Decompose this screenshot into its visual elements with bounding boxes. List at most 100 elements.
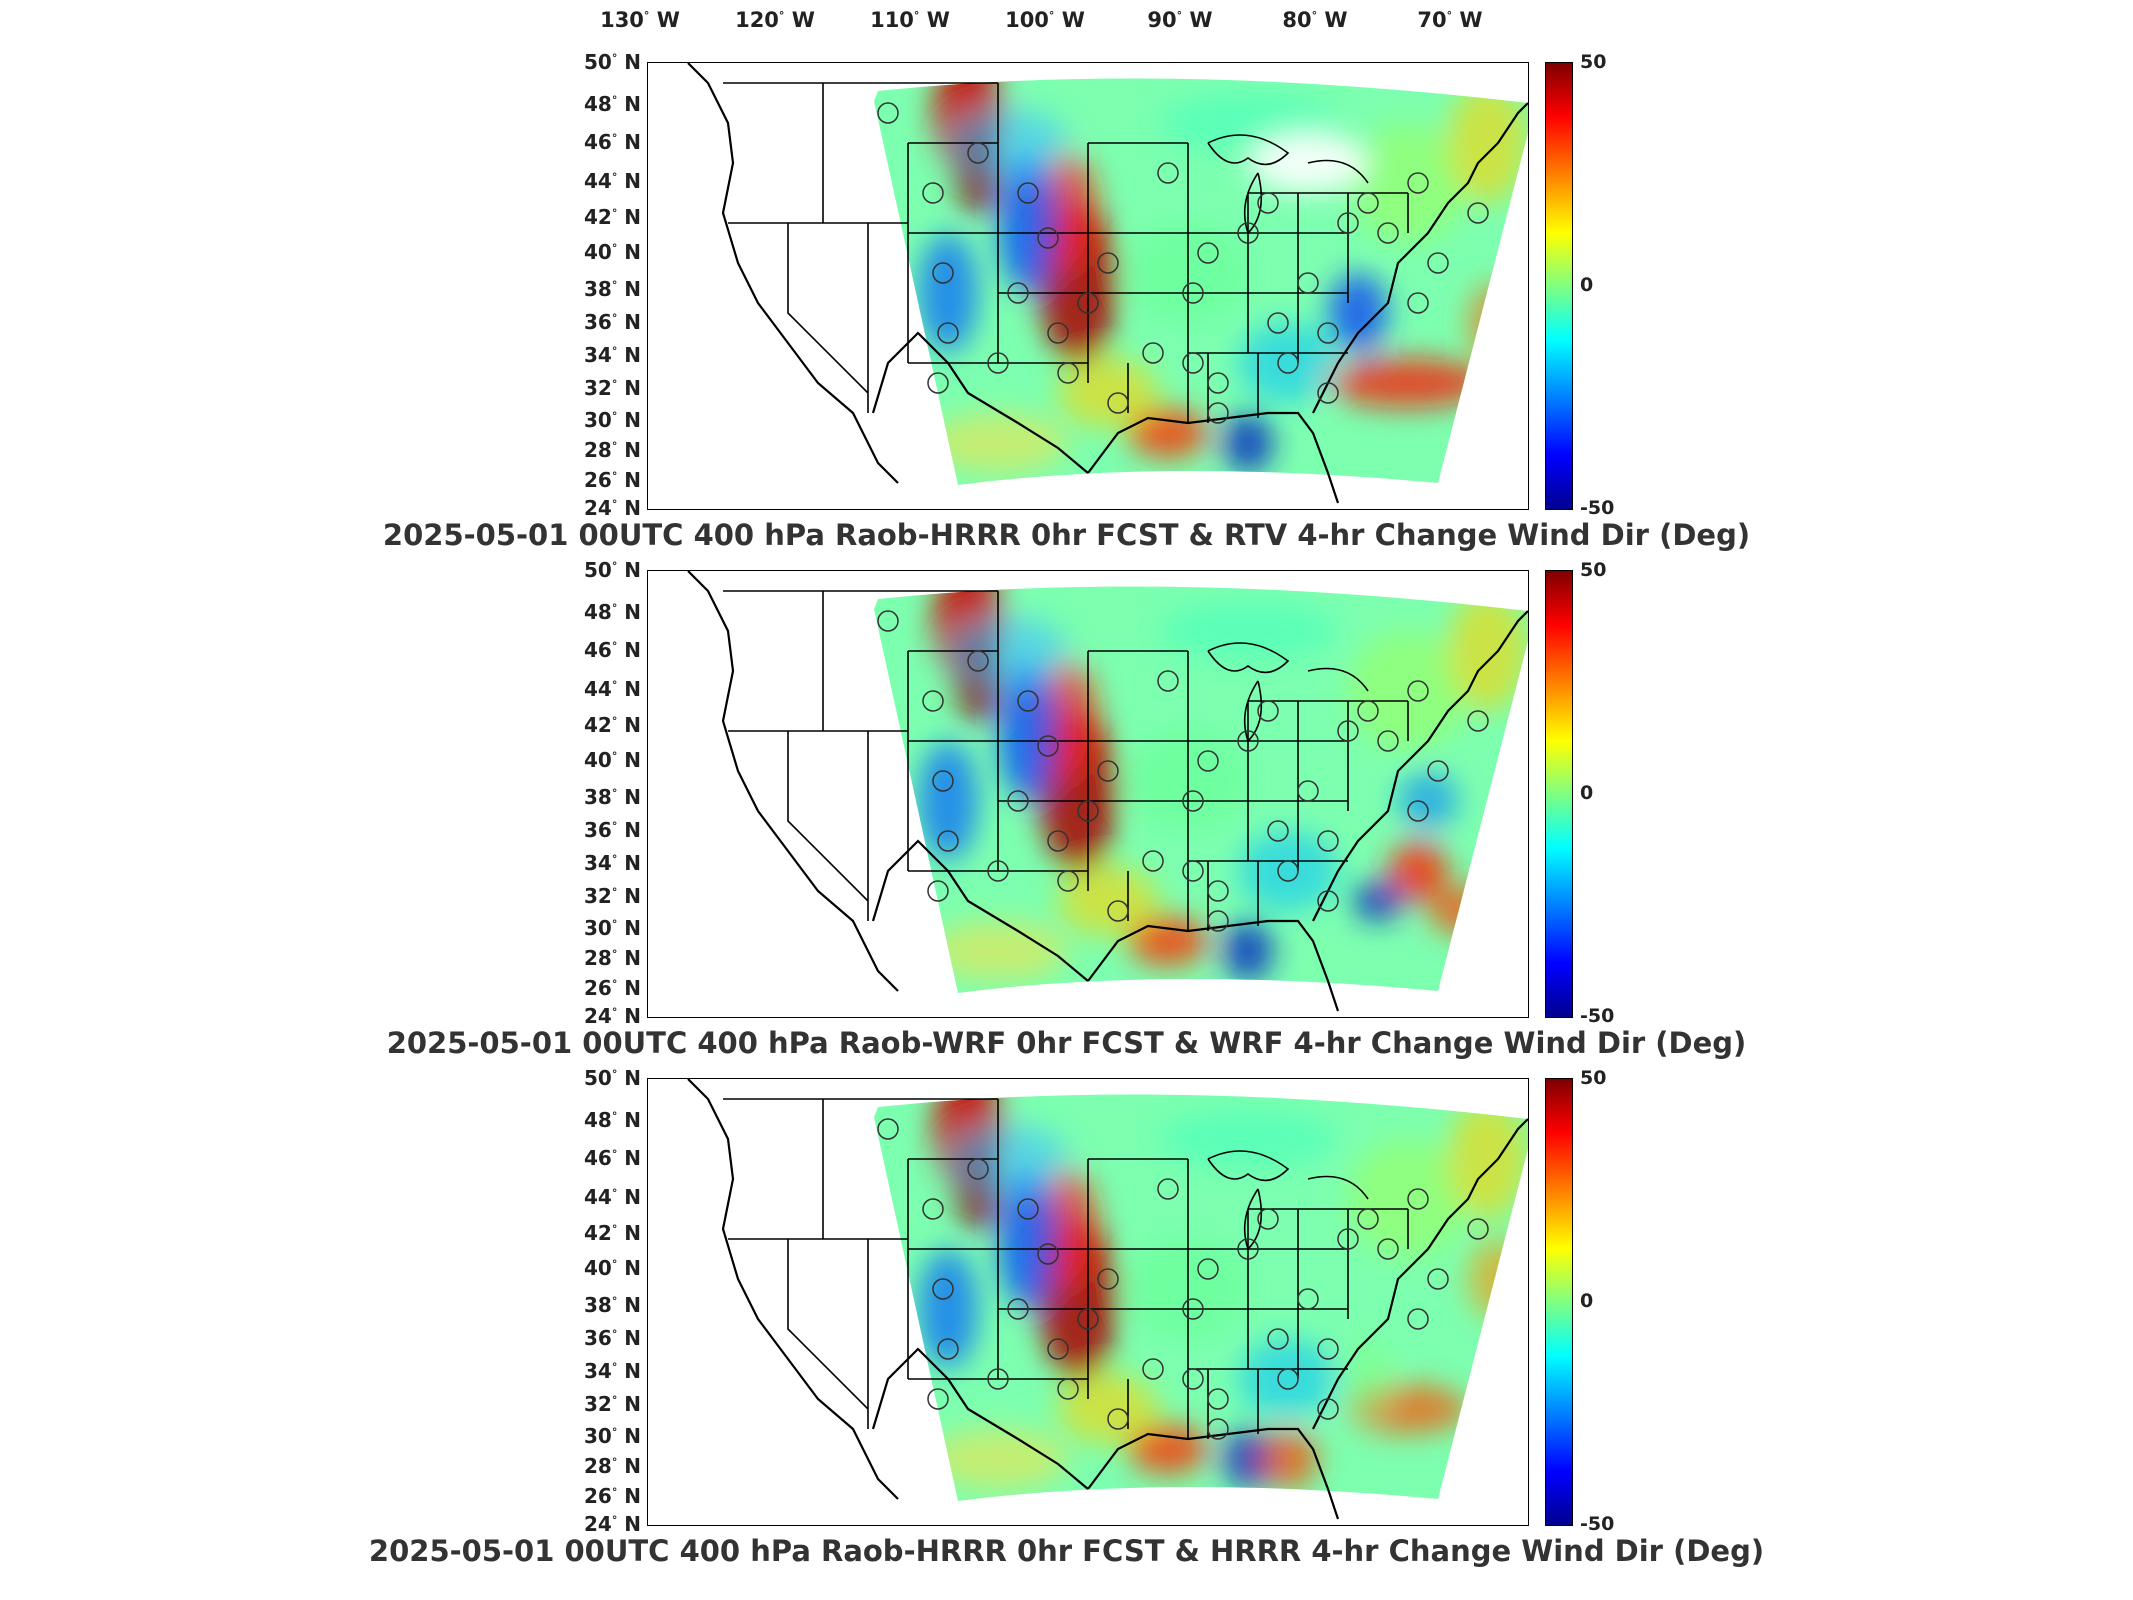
map-panel-1: 50° N 48° N 46° N 44° N 42° N 40° N 38° N 36° N… — [0, 50, 2133, 565]
raob-station-marker — [1097, 252, 1119, 274]
raob-station-marker — [1077, 292, 1099, 314]
raob-station-marker — [1157, 1178, 1179, 1200]
latitude-label: 34° N — [584, 851, 642, 875]
raob-station-marker — [1257, 1208, 1279, 1230]
raob-station-marker — [1297, 272, 1319, 294]
raob-station-marker — [1142, 1358, 1164, 1380]
raob-station-marker — [1237, 222, 1259, 244]
raob-station-marker — [1207, 402, 1229, 424]
latitude-label: 26° N — [584, 1484, 642, 1508]
raob-station-marker — [1317, 1338, 1339, 1360]
raob-station-marker — [1157, 162, 1179, 184]
raob-station-marker — [967, 142, 989, 164]
raob-station-marker — [1277, 1368, 1299, 1390]
raob-station-marker — [1077, 1308, 1099, 1330]
latitude-label: 40° N — [584, 748, 642, 772]
panel-title: 2025-05-01 00UTC 400 hPa Raob-HRRR 0hr F… — [382, 518, 1751, 552]
latitude-label: 28° N — [584, 946, 642, 970]
map-frame — [647, 62, 1529, 510]
raob-station-marker — [1337, 212, 1359, 234]
raob-station-marker — [877, 102, 899, 124]
raob-station-marker — [1197, 750, 1219, 772]
raob-station-marker — [877, 610, 899, 632]
colorbar-max-label: 50 — [1580, 1067, 1607, 1089]
raob-station-marker — [1007, 282, 1029, 304]
longitude-axis-labels: 130° W 120° W 110° W 100° W 90° W 80° W 70° W — [0, 0, 2133, 40]
raob-station-marker — [1317, 322, 1339, 344]
raob-station-marker — [1107, 1408, 1129, 1430]
raob-station-marker — [1207, 372, 1229, 394]
raob-station-marker — [967, 1158, 989, 1180]
raob-station-marker — [932, 770, 954, 792]
raob-station-marker — [987, 352, 1009, 374]
raob-station-marker — [1407, 680, 1429, 702]
latitude-label: 44° N — [584, 1185, 642, 1209]
latitude-label: 28° N — [584, 438, 642, 462]
raob-station-marker — [1207, 880, 1229, 902]
raob-station-marker — [937, 322, 959, 344]
colorbar-min-label: -50 — [1580, 1513, 1615, 1535]
raob-station-marker — [922, 1198, 944, 1220]
raob-station-marker — [1257, 700, 1279, 722]
state-borders — [723, 1098, 1409, 1439]
latitude-label: 38° N — [584, 277, 642, 301]
latitude-label: 48° N — [584, 600, 642, 624]
raob-station-marker — [1097, 760, 1119, 782]
latitude-label: 42° N — [584, 1221, 642, 1245]
colorbar-mid-label: 0 — [1580, 274, 1594, 296]
latitude-label: 34° N — [584, 343, 642, 367]
longitude-label: 70° W — [1417, 8, 1483, 32]
raob-station-marker — [1377, 222, 1399, 244]
panel-title: 2025-05-01 00UTC 400 hPa Raob-WRF 0hr FC… — [386, 1026, 1747, 1060]
raob-station-marker — [1077, 800, 1099, 822]
raob-station-marker — [1427, 760, 1449, 782]
longitude-label: 90° W — [1147, 8, 1213, 32]
longitude-label: 120° W — [735, 8, 815, 32]
raob-station-marker — [1427, 1268, 1449, 1290]
raob-station-marker — [1317, 1398, 1339, 1420]
latitude-label: 32° N — [584, 884, 642, 908]
raob-station-marker — [1182, 1368, 1204, 1390]
raob-station-marker — [1057, 1378, 1079, 1400]
latitude-label: 30° N — [584, 408, 642, 432]
raob-station-marker — [1142, 342, 1164, 364]
map-frame — [647, 1078, 1529, 1526]
coastline — [687, 1079, 1528, 1520]
raob-station-marker — [922, 690, 944, 712]
state-borders — [723, 590, 1409, 931]
raob-station-marker — [937, 1338, 959, 1360]
raob-station-marker — [927, 880, 949, 902]
raob-station-marker — [1182, 790, 1204, 812]
raob-station-marker — [1007, 1298, 1029, 1320]
longitude-label: 130° W — [600, 8, 680, 32]
colorbar — [1545, 1078, 1573, 1526]
latitude-label: 36° N — [584, 1326, 642, 1350]
latitude-label: 50° N — [584, 1066, 642, 1090]
raob-station-marker — [1357, 192, 1379, 214]
raob-station-marker — [1107, 900, 1129, 922]
raob-station-marker — [1057, 870, 1079, 892]
colorbar-mid-label: 0 — [1580, 782, 1594, 804]
state-borders — [723, 82, 1409, 423]
raob-station-marker — [1237, 1238, 1259, 1260]
raob-station-marker — [1317, 830, 1339, 852]
latitude-label: 38° N — [584, 785, 642, 809]
latitude-label: 50° N — [584, 50, 642, 74]
raob-station-marker — [1037, 227, 1059, 249]
raob-station-marker — [1097, 1268, 1119, 1290]
longitude-label: 100° W — [1005, 8, 1085, 32]
colorbar-max-label: 50 — [1580, 559, 1607, 581]
raob-station-marker — [1407, 800, 1429, 822]
latitude-label: 36° N — [584, 818, 642, 842]
map-panel-2: 50° N 48° N 46° N 44° N 42° N 40° N 38° N 36° N… — [0, 558, 2133, 1073]
map-panel-3: 50° N 48° N 46° N 44° N 42° N 40° N 38° N 36° N… — [0, 1066, 2133, 1581]
raob-station-marker — [1197, 242, 1219, 264]
raob-station-marker — [1047, 830, 1069, 852]
raob-station-marker — [1467, 710, 1489, 732]
panel-title: 2025-05-01 00UTC 400 hPa Raob-HRRR 0hr F… — [368, 1534, 1765, 1568]
raob-station-marker — [987, 860, 1009, 882]
colorbar-min-label: -50 — [1580, 1005, 1615, 1027]
colorbar-max-label: 50 — [1580, 51, 1607, 73]
raob-station-marker — [1257, 192, 1279, 214]
latitude-label: 46° N — [584, 638, 642, 662]
